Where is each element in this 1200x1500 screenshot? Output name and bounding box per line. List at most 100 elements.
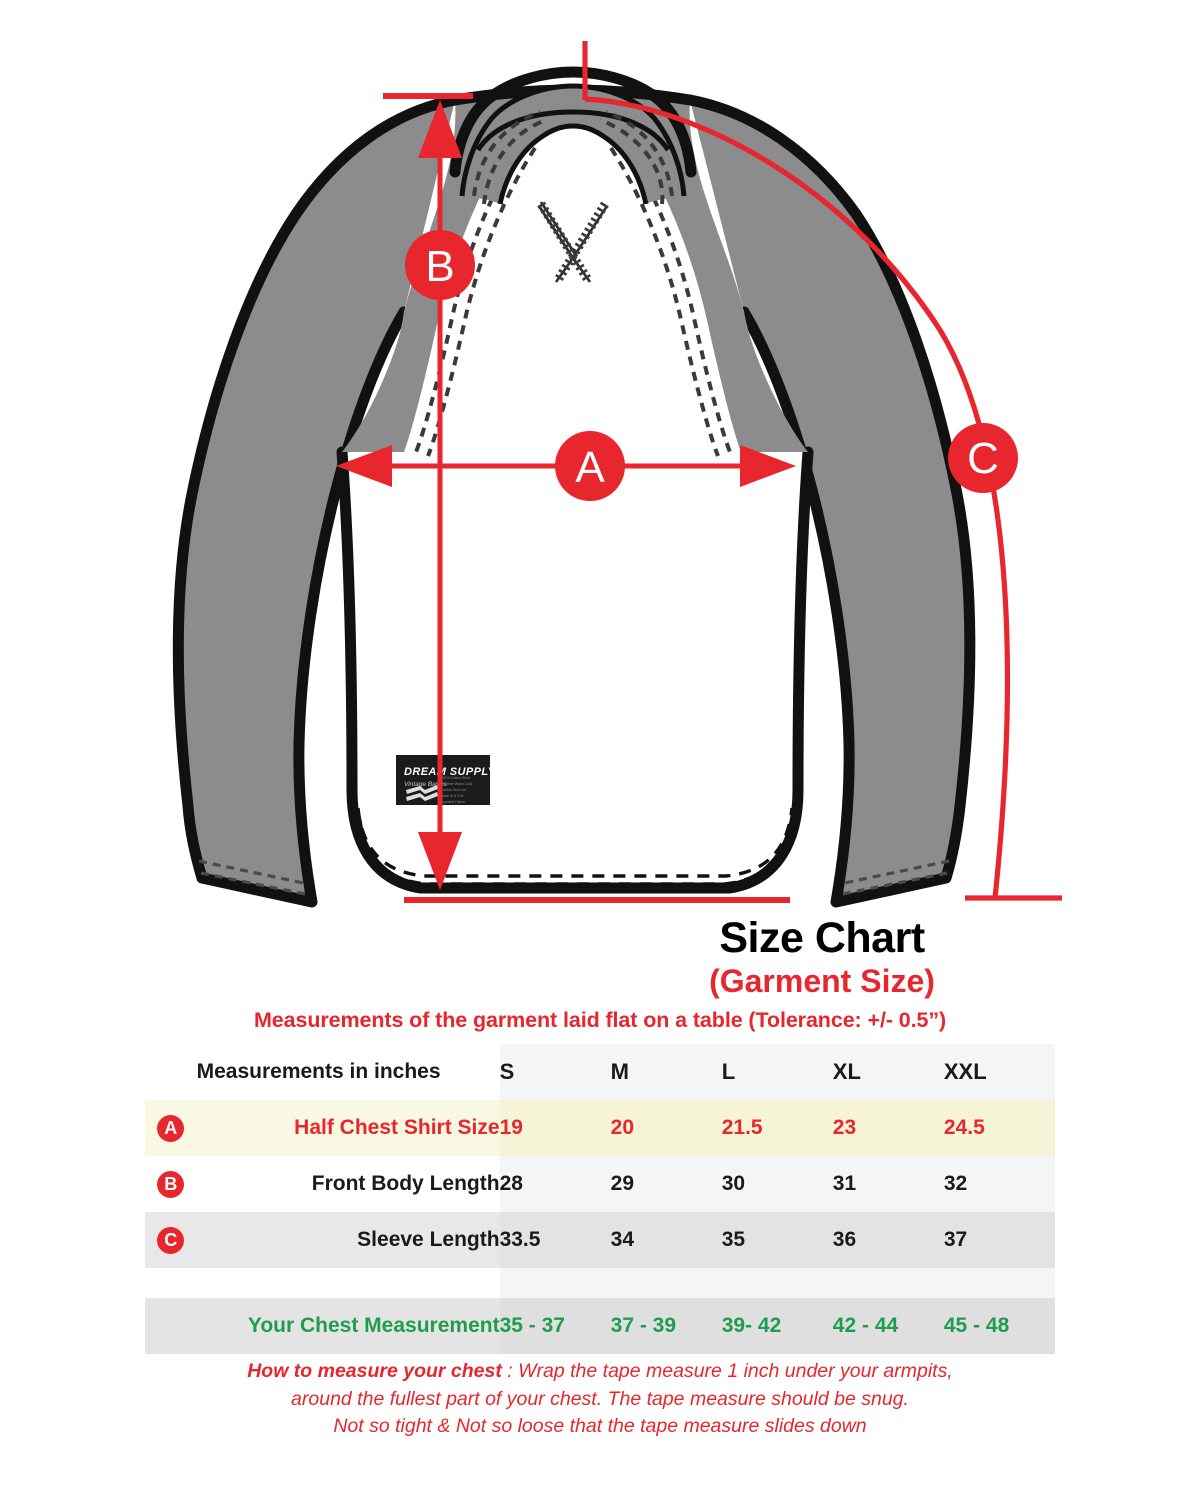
row-c-label-cell: Sleeve Length (196, 1212, 500, 1268)
page-subtitle: (Garment Size) (709, 963, 935, 1000)
row-b-value-s-text: 28 (499, 1172, 523, 1195)
marker-a-label: A (575, 443, 605, 492)
collar (449, 66, 697, 205)
table-row: C Sleeve Length 33.5 34 35 36 37 (145, 1212, 1055, 1268)
row-c-value-xxl: 37 (943, 1212, 1055, 1268)
row-a-value-xl-text: 23 (832, 1116, 857, 1139)
how-to-measure-line1: How to measure your chest : Wrap the tap… (0, 1358, 1200, 1386)
how-to-measure-line2: around the fullest part of your chest. T… (291, 1387, 909, 1410)
header-size-l: L (721, 1044, 833, 1100)
spacer-xl (832, 1268, 944, 1298)
row-c-value-m: 34 (610, 1212, 722, 1268)
measure-a: A (336, 431, 796, 501)
row-b-value-l: 30 (721, 1156, 833, 1212)
row-chest-value-l-text: 39- 42 (721, 1314, 782, 1337)
measurements-note: Measurements of the garment laid flat on… (253, 1008, 947, 1032)
arrow-a-left (336, 445, 392, 487)
row-a-value-m-text: 20 (610, 1116, 634, 1139)
row-b-value-xxl: 32 (943, 1156, 1055, 1212)
care-label-tagline: Vintage Basics (404, 781, 448, 788)
svg-text:Imported Fabric: Imported Fabric (440, 800, 465, 804)
row-b-value-s: 28 (499, 1156, 611, 1212)
row-a-value-s-text: 19 (499, 1116, 523, 1139)
how-to-measure-heading: How to measure your chest (247, 1360, 502, 1382)
row-chest-badge-cell (145, 1298, 197, 1354)
badge-b-icon: B (157, 1170, 185, 1198)
row-chest-value-m: 37 - 39 (610, 1298, 722, 1354)
row-a-value-xxl-text: 24.5 (943, 1116, 985, 1139)
how-to-measure-note: How to measure your chest : Wrap the tap… (0, 1358, 1200, 1441)
spacer-l (721, 1268, 833, 1298)
row-b-value-xl-text: 31 (832, 1172, 857, 1195)
garment-diagram: .gr { fill:#8c8c8f; } .wh { fill:#ffffff… (172, 41, 1062, 908)
header-size-xxl-label: XXL (943, 1059, 987, 1084)
header-size-xl: XL (832, 1044, 944, 1100)
svg-text:Tumble Dry Low: Tumble Dry Low (440, 788, 466, 792)
row-chest-value-xxl-text: 45 - 48 (943, 1314, 1010, 1337)
row-chest-value-xxl: 45 - 48 (943, 1298, 1055, 1354)
row-chest-value-s-text: 35 - 37 (499, 1314, 565, 1337)
row-c-value-s-text: 33.5 (499, 1228, 541, 1251)
row-b-value-m-text: 29 (610, 1172, 634, 1195)
table-header-row: Measurements in inches S M L XL XXL (145, 1044, 1055, 1100)
right-sleeve (684, 94, 976, 908)
header-size-xl-label: XL (832, 1059, 861, 1084)
row-b-label: Front Body Length (311, 1172, 500, 1195)
row-chest-value-xl-text: 42 - 44 (832, 1314, 899, 1337)
header-size-xxl: XXL (943, 1044, 1055, 1100)
marker-a-circle (555, 431, 625, 501)
table-row: Your Chest Measurement 35 - 37 37 - 39 3… (145, 1298, 1055, 1354)
header-size-m: M (610, 1044, 722, 1100)
spacer-label (197, 1268, 500, 1298)
table-spacer-row (145, 1268, 1055, 1298)
how-to-measure-line3: Not so tight & Not so loose that the tap… (333, 1415, 867, 1438)
header-units-label: Measurements in inches (196, 1060, 441, 1083)
row-c-value-xl-text: 36 (832, 1228, 857, 1251)
row-b-value-xl: 31 (832, 1156, 944, 1212)
row-chest-label: Your Chest Measurement (247, 1314, 500, 1337)
row-a-value-l-text: 21.5 (721, 1116, 763, 1139)
row-a-label: Half Chest Shirt Size (294, 1116, 500, 1139)
row-c-value-xl: 36 (832, 1212, 944, 1268)
page-title: Size Chart (719, 914, 925, 962)
row-a-label-cell: Half Chest Shirt Size (196, 1100, 500, 1156)
row-c-value-l-text: 35 (721, 1228, 746, 1251)
garment-body (336, 150, 814, 894)
badge-a-icon: A (157, 1114, 185, 1142)
header-badge-spacer (145, 1044, 197, 1100)
arrow-b-down (418, 832, 462, 890)
row-a-value-l: 21.5 (721, 1100, 833, 1156)
row-a-value-xl: 23 (832, 1100, 944, 1156)
care-label-brand: DREAM SUPPLY (404, 766, 497, 778)
row-b-value-l-text: 30 (721, 1172, 746, 1195)
row-c-value-s: 33.5 (499, 1212, 611, 1268)
table-row: A Half Chest Shirt Size 19 20 21.5 23 24… (145, 1100, 1055, 1156)
marker-b-circle (405, 230, 475, 300)
row-chest-value-l: 39- 42 (721, 1298, 833, 1354)
row-b-badge-cell: B (145, 1156, 197, 1212)
spacer-badge (145, 1268, 197, 1298)
measure-c: C (582, 41, 1062, 901)
left-sleeve (172, 94, 461, 908)
row-a-value-m: 20 (610, 1100, 722, 1156)
marker-b-label: B (425, 242, 454, 291)
header-size-s: S (499, 1044, 611, 1100)
size-chart-table: Measurements in inches S M L XL XXL A Ha… (145, 1044, 1055, 1354)
arrow-b-up (418, 100, 462, 158)
svg-text:Machine Wash Cold: Machine Wash Cold (440, 782, 472, 786)
marker-c-label: C (967, 434, 999, 483)
row-b-label-cell: Front Body Length (197, 1156, 500, 1212)
row-c-value-m-text: 34 (610, 1228, 634, 1251)
row-c-label: Sleeve Length (357, 1228, 500, 1251)
row-c-badge-cell: C (145, 1212, 197, 1268)
title-block: Size Chart (Garment Size) (662, 914, 982, 1001)
marker-c-circle (948, 423, 1018, 493)
badge-c-icon: C (157, 1226, 185, 1254)
row-a-value-s: 19 (499, 1100, 611, 1156)
svg-text:100% Cotton Shell: 100% Cotton Shell (440, 776, 470, 780)
row-a-value-xxl: 24.5 (943, 1100, 1055, 1156)
row-c-value-xxl-text: 37 (943, 1228, 968, 1251)
header-size-m-label: M (610, 1059, 629, 1084)
spacer-xxl (943, 1268, 1055, 1298)
